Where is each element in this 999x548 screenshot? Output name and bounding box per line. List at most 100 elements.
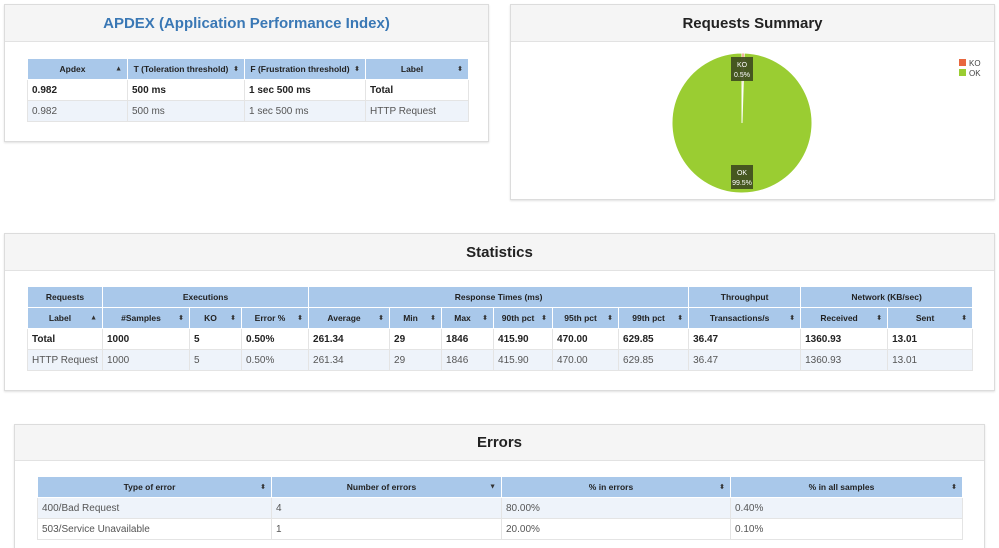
stats-header-min[interactable]: Min ⬍ (389, 307, 443, 329)
stats-cell: 261.34 (308, 349, 391, 371)
svg-text:KO: KO (969, 59, 981, 68)
errors-header-pct-errors[interactable]: % in errors ⬍ (501, 476, 731, 498)
pie-slice-ok[interactable] (671, 52, 813, 194)
group-network: Network (KB/sec) (800, 286, 974, 308)
sort-icon: ⬍ (541, 315, 548, 322)
table-row: 400/Bad Request 4 80.00% 0.40% (37, 497, 963, 519)
svg-text:0.5%: 0.5% (734, 72, 750, 79)
sort-desc-icon: ▼ (489, 483, 496, 491)
svg-text:KO: KO (737, 62, 748, 69)
sort-icon: ⬍ (430, 315, 437, 322)
sort-asc-icon: ▲ (115, 65, 122, 73)
stats-header-transactions[interactable]: Transactions/s ⬍ (688, 307, 802, 329)
stats-cell: 36.47 (688, 349, 802, 371)
apdex-header-label[interactable]: Label ⬍ (365, 58, 469, 80)
stats-header-error-pct[interactable]: Error % ⬍ (240, 307, 310, 329)
stats-cell: 1360.93 (800, 349, 889, 371)
svg-text:99.5%: 99.5% (732, 180, 752, 187)
table-row: Total 1000 5 0.50% 261.34 29 1846 415.90… (27, 328, 974, 350)
stats-cell: 29 (389, 328, 443, 350)
apdex-title: APDEX (Application Performance Index) (5, 5, 488, 42)
stats-cell: 5 (189, 328, 242, 350)
apdex-header-toleration[interactable]: T (Toleration threshold) ⬍ (127, 58, 245, 80)
stats-header-max[interactable]: Max ⬍ (441, 307, 495, 329)
sort-icon: ⬍ (230, 315, 236, 322)
group-requests: Requests (27, 286, 103, 308)
stats-header-label[interactable]: Label ▲ (27, 307, 103, 329)
requests-summary-title: Requests Summary (511, 5, 994, 42)
table-row: 0.982 500 ms 1 sec 500 ms HTTP Request (27, 100, 469, 122)
table-row: 503/Service Unavailable 1 20.00% 0.10% (37, 518, 963, 540)
stats-cell: 470.00 (552, 328, 620, 350)
errors-header-pct-samples[interactable]: % in all samples ⬍ (730, 476, 963, 498)
legend-item-ko[interactable]: KO (959, 59, 981, 68)
stats-cell: HTTP Request (27, 349, 103, 371)
pie-data-label-ok: OK 99.5% (731, 165, 753, 189)
stats-cell: 629.85 (618, 349, 690, 371)
sort-icon: ⬍ (677, 315, 684, 322)
stats-cell: 1000 (102, 349, 190, 371)
stats-cell: 1846 (441, 328, 495, 350)
pie-data-label-ko: KO 0.5% (731, 57, 753, 81)
stats-header-received[interactable]: Received ⬍ (800, 307, 889, 329)
stats-header-99th[interactable]: 99th pct ⬍ (618, 307, 690, 329)
sort-asc-icon: ▲ (90, 314, 97, 322)
errors-cell: 1 (271, 518, 502, 540)
errors-cell: 503/Service Unavailable (37, 518, 272, 540)
stats-cell: 1360.93 (800, 328, 889, 350)
sort-icon: ⬍ (378, 315, 385, 322)
apdex-cell: Total (365, 79, 469, 101)
apdex-header-apdex[interactable]: Apdex ▲ (27, 58, 128, 80)
stats-header-sent[interactable]: Sent ⬍ (887, 307, 974, 329)
stats-cell: 1000 (102, 328, 190, 350)
sort-icon: ⬍ (789, 315, 796, 322)
stats-cell: 13.01 (887, 349, 974, 371)
stats-cell: 29 (389, 349, 443, 371)
apdex-cell: 500 ms (127, 79, 245, 101)
stats-header-samples[interactable]: #Samples ⬍ (102, 307, 190, 329)
stats-cell: 1846 (441, 349, 495, 371)
errors-table: Type of error ⬍ Number of errors ▼ % in er… (37, 476, 963, 540)
sort-icon: ⬍ (951, 484, 957, 491)
stats-cell: Total (27, 328, 103, 350)
legend-item-ok[interactable]: OK (959, 69, 981, 78)
errors-title: Errors (15, 425, 984, 461)
apdex-panel: APDEX (Application Performance Index) Ap… (4, 4, 489, 142)
stats-header-average[interactable]: Average ⬍ (308, 307, 391, 329)
requests-summary-panel: Requests Summary KO 0.5% OK 99.5% KO OK (510, 4, 995, 200)
stats-cell: 261.34 (308, 328, 391, 350)
errors-cell: 0.10% (730, 518, 963, 540)
apdex-cell: 1 sec 500 ms (244, 100, 366, 122)
group-response-times: Response Times (ms) (308, 286, 690, 308)
table-row: 0.982 500 ms 1 sec 500 ms Total (27, 79, 469, 101)
apdex-table: Apdex ▲ T (Toleration threshold) ⬍ F (Frus… (27, 58, 469, 122)
table-row: HTTP Request 1000 5 0.50% 261.34 29 1846… (27, 349, 974, 371)
stats-cell: 470.00 (552, 349, 620, 371)
sort-icon: ⬍ (354, 66, 360, 73)
svg-text:OK: OK (969, 69, 981, 78)
sort-icon: ⬍ (482, 315, 489, 322)
group-executions: Executions (101, 286, 310, 308)
sort-icon: ⬍ (260, 484, 266, 491)
stats-cell: 0.50% (240, 328, 310, 350)
statistics-panel: Statistics Requests Executions Response … (4, 233, 995, 391)
statistics-title: Statistics (5, 234, 994, 271)
apdex-cell: 0.982 (27, 100, 128, 122)
stats-header-ko[interactable]: KO ⬍ (189, 307, 242, 329)
stats-header-95th[interactable]: 95th pct ⬍ (552, 307, 620, 329)
stats-cell: 0.50% (240, 349, 310, 371)
sort-icon: ⬍ (178, 315, 184, 322)
errors-header-count[interactable]: Number of errors ▼ (271, 476, 502, 498)
apdex-cell: HTTP Request (365, 100, 469, 122)
statistics-table: Requests Executions Response Times (ms) … (27, 286, 974, 371)
errors-cell: 4 (271, 497, 502, 519)
sort-icon: ⬍ (961, 315, 968, 322)
sort-icon: ⬍ (876, 315, 883, 322)
apdex-header-frustration[interactable]: F (Frustration threshold) ⬍ (244, 58, 366, 80)
stats-cell: 13.01 (887, 328, 974, 350)
errors-header-type[interactable]: Type of error ⬍ (37, 476, 272, 498)
stats-header-90th[interactable]: 90th pct ⬍ (493, 307, 554, 329)
stats-cell: 36.47 (688, 328, 802, 350)
errors-cell: 0.40% (730, 497, 963, 519)
